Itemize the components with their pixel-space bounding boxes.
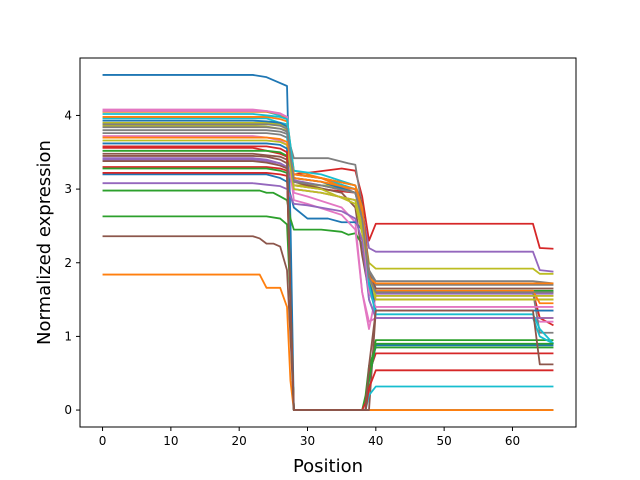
x-tick-label: 60	[505, 434, 520, 448]
x-axis-label: Position	[293, 456, 363, 477]
y-tick-label: 1	[64, 329, 72, 343]
plot-frame	[79, 57, 577, 428]
series-layer	[102, 74, 555, 411]
x-tick-label: 30	[300, 434, 315, 448]
x-tick-label: 10	[163, 434, 178, 448]
series-line-22	[102, 116, 554, 305]
series-line-29	[102, 139, 554, 297]
x-axis: 0 10 20 30 40 50 60	[99, 427, 520, 448]
y-tick-label: 4	[64, 108, 72, 122]
series-line-30	[102, 113, 555, 345]
series-line-36	[102, 123, 554, 294]
y-axis: 0 1 2 3 4	[64, 108, 80, 417]
x-tick-label: 0	[99, 434, 107, 448]
y-axis-label: Normalized expression	[34, 140, 55, 345]
x-tick-label: 50	[437, 434, 452, 448]
series-line-35	[102, 155, 554, 411]
y-tick-label: 0	[64, 403, 72, 417]
series-line-19	[102, 121, 554, 301]
y-tick-label: 3	[64, 182, 72, 196]
y-tick-label: 2	[64, 256, 72, 270]
series-line-32	[102, 136, 554, 285]
series-line-6	[102, 235, 554, 411]
x-tick-label: 40	[368, 434, 383, 448]
series-line-8	[102, 129, 554, 285]
x-tick-label: 20	[232, 434, 247, 448]
